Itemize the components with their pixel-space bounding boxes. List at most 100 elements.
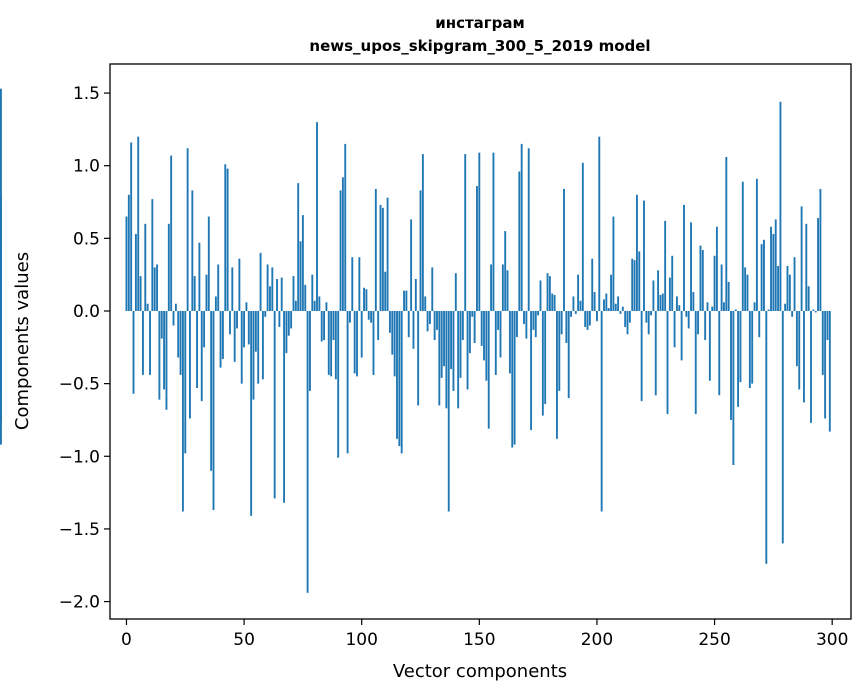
bar-24 [181, 310, 184, 512]
bar-265 [748, 310, 751, 388]
bar-undefined [0, 88, 2, 311]
bar-244 [699, 245, 702, 311]
bar-99 [358, 257, 361, 311]
bar-78 [309, 310, 311, 391]
bar-136 [445, 310, 448, 409]
bar-20 [172, 310, 175, 326]
bar-120 [407, 310, 410, 338]
bar-0 [125, 216, 128, 311]
bar-249 [711, 306, 714, 311]
bar-106 [374, 188, 377, 311]
bar-81 [316, 122, 318, 311]
bar-119 [405, 290, 408, 311]
bar-40 [219, 310, 222, 368]
bar-68 [285, 310, 288, 354]
bar-37 [212, 310, 215, 511]
bar-147 [471, 310, 474, 317]
bar-236 [680, 310, 683, 361]
bar-103 [367, 310, 370, 320]
bar-63 [273, 310, 276, 499]
bar-101 [363, 287, 365, 311]
bar-299 [828, 310, 831, 432]
bar-17 [165, 310, 168, 410]
bar-80 [313, 300, 316, 311]
bar-209 [617, 296, 620, 311]
bar-291 [810, 310, 812, 423]
bar-178 [544, 310, 547, 404]
bar-86 [327, 310, 330, 375]
x-tick-label: 50 [233, 630, 255, 650]
bar-43 [226, 168, 229, 311]
bar-207 [612, 216, 615, 311]
bar-28 [191, 190, 194, 311]
bar-51 [245, 302, 248, 311]
y-tick-label: 1.5 [73, 84, 100, 104]
bar-48 [238, 258, 241, 311]
bar-29 [193, 276, 196, 311]
bar-218 [638, 251, 641, 311]
bar-94 [346, 310, 349, 454]
bar-88 [332, 310, 335, 341]
bar-179 [546, 273, 549, 311]
bar-181 [551, 293, 554, 311]
bar-38 [214, 296, 217, 311]
bar-171 [527, 148, 530, 311]
bar-298 [826, 310, 829, 341]
bar-9 [146, 303, 149, 311]
bar-160 [501, 264, 504, 311]
bar-8 [144, 223, 147, 311]
bar-125 [419, 190, 422, 311]
bar-46 [233, 310, 236, 362]
bar-200 [596, 310, 598, 322]
bar-45 [231, 267, 234, 311]
bar-67 [283, 310, 286, 503]
bar-56 [257, 310, 260, 384]
chart-subtitle: news_upos_skipgram_300_5_2019 model [309, 37, 650, 55]
y-tick-label: −0.5 [59, 375, 100, 395]
y-tick-label: −2.0 [59, 593, 100, 613]
bar-260 [737, 310, 740, 407]
bar-266 [751, 310, 754, 384]
bar-233 [673, 310, 676, 348]
bar-149 [476, 186, 478, 311]
bar-16 [163, 310, 166, 390]
bar-104 [370, 310, 373, 323]
bar-138 [450, 310, 453, 370]
bar-204 [605, 293, 608, 311]
bar-33 [203, 310, 206, 348]
bar-116 [398, 310, 401, 447]
bar-234 [675, 296, 678, 311]
bar-224 [652, 280, 655, 311]
bar-107 [377, 310, 380, 341]
bar-228 [661, 293, 664, 311]
bar-132 [436, 310, 438, 330]
bar-174 [534, 310, 537, 338]
bar-153 [485, 310, 488, 381]
bar-87 [330, 310, 333, 377]
bar-189 [570, 310, 573, 317]
bar-21 [174, 303, 177, 311]
bar-100 [360, 310, 363, 358]
bar-70 [290, 310, 293, 329]
bar-287 [800, 206, 803, 311]
bar-85 [325, 302, 328, 311]
bar-59 [264, 310, 267, 317]
bar-248 [708, 310, 711, 381]
bar-282 [788, 274, 791, 311]
bar-95 [349, 310, 351, 323]
bar-14 [158, 310, 161, 400]
bar-251 [715, 226, 718, 311]
bar-195 [584, 310, 587, 327]
bar-158 [497, 310, 500, 330]
bar-197 [588, 310, 591, 326]
bar-19 [170, 155, 173, 311]
bar-288 [803, 310, 805, 403]
bar-240 [690, 222, 692, 311]
bar-229 [664, 220, 667, 311]
bar-115 [396, 310, 398, 439]
bar-35 [207, 216, 210, 311]
bar-13 [156, 264, 158, 311]
bar-73 [297, 183, 300, 311]
bar-83 [320, 310, 323, 342]
